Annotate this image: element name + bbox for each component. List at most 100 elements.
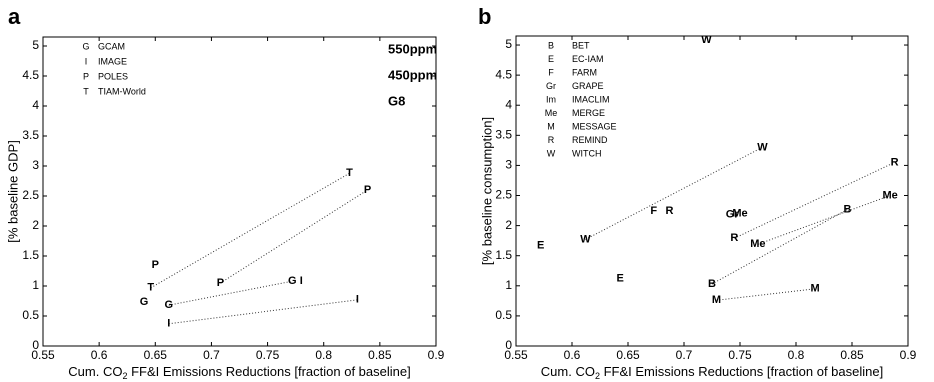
panel-label: a xyxy=(8,4,21,29)
legend-code: Gr xyxy=(546,81,556,91)
y-tick-label: 1.5 xyxy=(495,248,512,262)
point-label: R xyxy=(665,205,673,217)
legend-code: Me xyxy=(545,108,558,118)
plot-frame xyxy=(42,36,437,347)
legend-name: POLES xyxy=(98,71,128,81)
legend-entry: 450ppm xyxy=(388,67,437,82)
x-axis-label: Cum. CO2 FF&I Emissions Reductions [frac… xyxy=(541,364,883,381)
legend-name: MERGE xyxy=(572,108,605,118)
legend-name: BET xyxy=(572,40,590,50)
x-axis-label-part: 2 xyxy=(595,371,600,381)
x-tick-label: 0.9 xyxy=(900,348,917,362)
legend-code: M xyxy=(547,121,555,131)
connector xyxy=(150,172,350,289)
legend-name: IMACLIM xyxy=(572,94,610,104)
connector xyxy=(220,189,368,284)
legend-name: EC-IAM xyxy=(572,54,604,64)
point-label: Me xyxy=(732,207,747,219)
y-tick-label: 4.5 xyxy=(22,68,39,82)
legend-name: TIAM-World xyxy=(98,86,146,96)
legend-code: E xyxy=(548,54,554,64)
x-tick-label: 0.55 xyxy=(31,348,55,362)
y-tick-label: 1 xyxy=(505,278,512,292)
x-axis-label-part: Cum. CO xyxy=(541,364,595,379)
point-label: W xyxy=(701,34,712,46)
y-tick-label: 1.5 xyxy=(22,248,39,262)
y-tick-label: 2.5 xyxy=(495,188,512,202)
point-label: E xyxy=(537,239,544,251)
x-tick-label: 0.85 xyxy=(368,348,392,362)
y-axis-label: [% baseline consumption] xyxy=(479,117,494,265)
legend-code: P xyxy=(83,71,89,81)
point-label: T xyxy=(346,167,353,179)
y-tick-label: 0.5 xyxy=(22,308,39,322)
point-label: G xyxy=(288,275,297,287)
y-tick-label: 3.5 xyxy=(495,127,512,141)
connector xyxy=(716,288,816,301)
legend-entry: G8 xyxy=(388,93,405,108)
point-label: M xyxy=(712,294,721,306)
panel-label: b xyxy=(478,4,491,29)
y-tick-label: 0.5 xyxy=(495,308,512,322)
y-tick-label: 4 xyxy=(32,98,39,112)
y-tick-label: 2.5 xyxy=(22,188,39,202)
x-axis-label: Cum. CO2 FF&I Emissions Reductions [frac… xyxy=(68,364,410,381)
legend-code: I xyxy=(85,56,88,66)
connector xyxy=(585,146,763,240)
point-label: I xyxy=(167,318,170,330)
point-label: G xyxy=(140,296,149,308)
y-axis-label: [% baseline GDP] xyxy=(5,140,20,243)
y-tick-label: 3 xyxy=(32,158,39,172)
legend-name: FARM xyxy=(572,67,597,77)
y-tick-label: 3.5 xyxy=(22,128,39,142)
point-label: B xyxy=(844,203,852,215)
point-label: F xyxy=(650,205,657,217)
x-axis-label-part: FF&I Emissions Reductions [fraction of b… xyxy=(600,364,883,379)
legend-name: IMAGE xyxy=(98,56,127,66)
legend-entry: 550ppm xyxy=(388,41,437,56)
connector xyxy=(734,161,895,239)
x-tick-label: 0.8 xyxy=(315,348,332,362)
legend-code: R xyxy=(548,135,555,145)
x-tick-label: 0.6 xyxy=(91,348,108,362)
x-tick-label: 0.55 xyxy=(504,348,528,362)
point-label: T xyxy=(147,282,154,294)
y-tick-label: 5 xyxy=(505,37,512,51)
x-tick-label: 0.65 xyxy=(144,348,168,362)
legend-code: G xyxy=(82,41,89,51)
y-tick-label: 1 xyxy=(32,278,39,292)
x-tick-label: 0.75 xyxy=(256,348,280,362)
point-label: R xyxy=(891,156,899,168)
point-label: I xyxy=(356,294,359,306)
legend-name: GCAM xyxy=(98,41,125,51)
point-label: M xyxy=(810,283,819,295)
y-tick-label: 4 xyxy=(505,97,512,111)
x-axis-label-part: Cum. CO xyxy=(68,364,122,379)
point-label: R xyxy=(730,232,738,244)
x-tick-label: 0.7 xyxy=(203,348,220,362)
legend-code: B xyxy=(548,40,554,50)
connector xyxy=(168,280,293,306)
y-tick-label: 2 xyxy=(505,218,512,232)
y-tick-label: 5 xyxy=(32,38,39,52)
legend-code: Im xyxy=(546,94,556,104)
point-label: Me xyxy=(750,238,765,250)
point-label: P xyxy=(364,184,371,196)
x-tick-label: 0.85 xyxy=(840,348,864,362)
connector xyxy=(168,299,358,325)
legend-code: W xyxy=(547,148,556,158)
point-label: I xyxy=(300,275,303,287)
connector xyxy=(757,195,891,245)
legend-code: F xyxy=(548,67,554,77)
x-tick-label: 0.7 xyxy=(676,348,693,362)
legend-name: GRAPE xyxy=(572,81,604,91)
x-axis-label-part: 2 xyxy=(122,371,127,381)
point-label: P xyxy=(217,277,224,289)
y-tick-label: 2 xyxy=(32,218,39,232)
legend-name: REMIND xyxy=(572,135,608,145)
y-tick-label: 4.5 xyxy=(495,67,512,81)
point-label: B xyxy=(708,278,716,290)
x-tick-label: 0.8 xyxy=(788,348,805,362)
legend-name: MESSAGE xyxy=(572,121,617,131)
